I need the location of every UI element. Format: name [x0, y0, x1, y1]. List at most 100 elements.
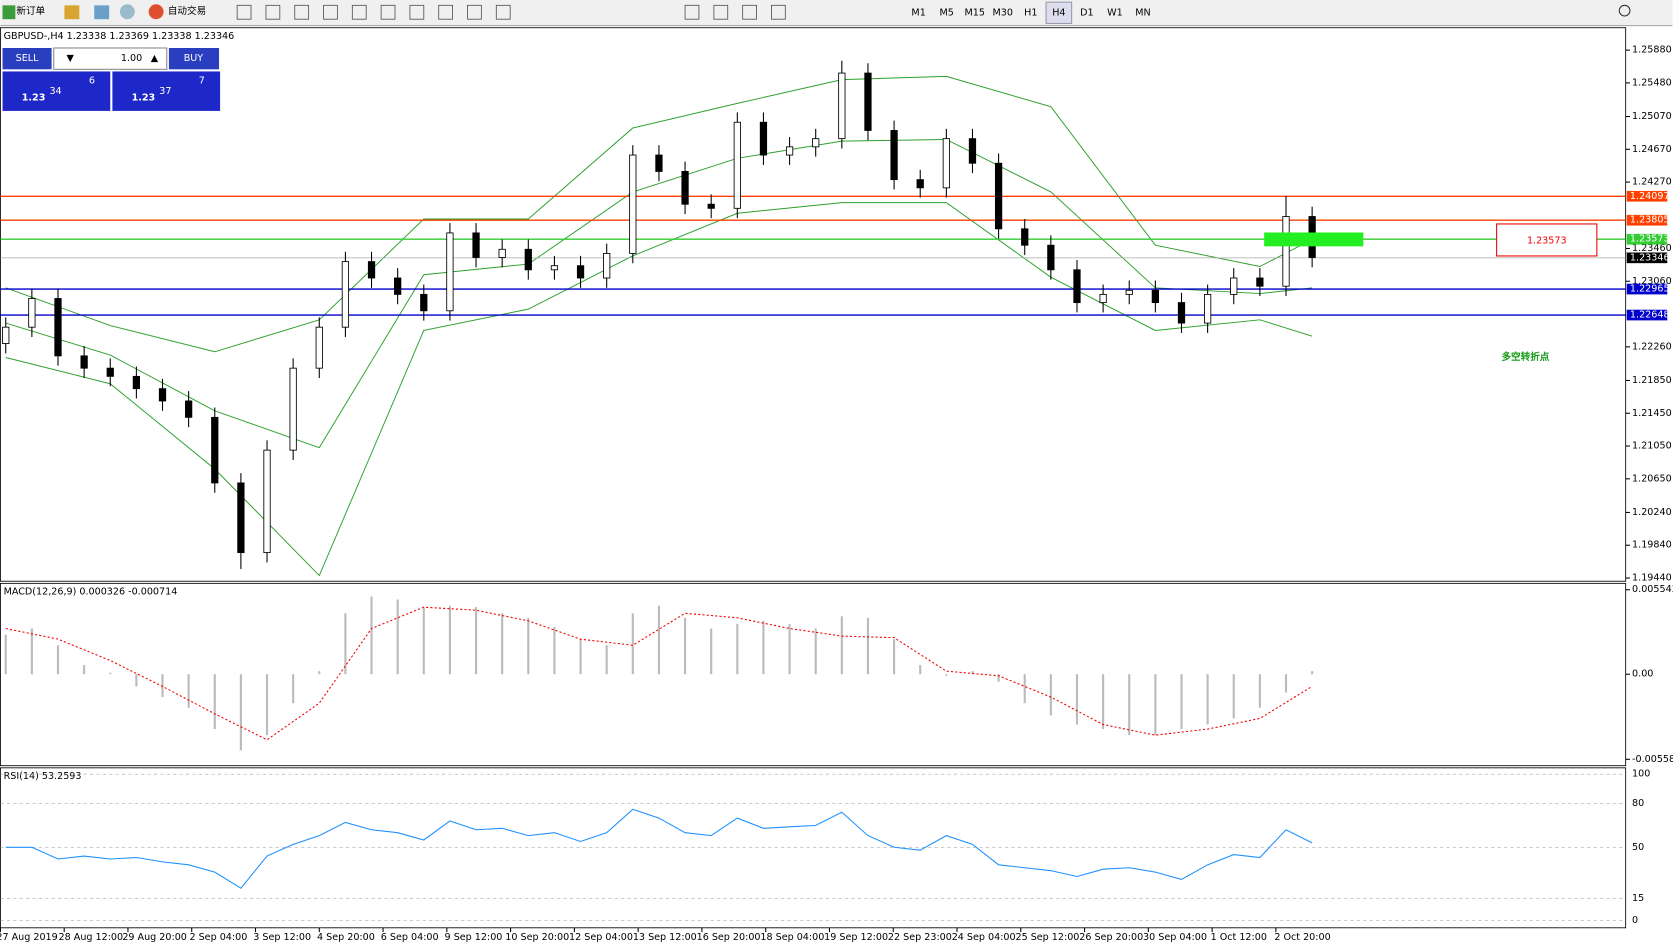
candle-body	[211, 416, 219, 484]
x-tick-label: 19 Sep 12:00	[824, 932, 888, 943]
x-tick-label: 26 Sep 20:00	[1079, 932, 1143, 943]
candle-body	[576, 265, 585, 279]
candle-body	[263, 449, 271, 554]
y-tick-label: -0.005583	[1632, 754, 1673, 765]
price-label-box	[1626, 233, 1668, 245]
candle-body	[733, 121, 741, 209]
tool-icon[interactable]	[351, 4, 367, 20]
tool-icon[interactable]	[742, 4, 757, 20]
buy-label[interactable]: BUY	[184, 53, 204, 64]
x-tick-label: 29 Aug 20:00	[122, 932, 187, 943]
y-tick-label: 80	[1632, 798, 1644, 809]
y-tick-label: 1.19840	[1632, 540, 1672, 551]
timeframe-button[interactable]: M5	[939, 7, 953, 18]
candle-body	[890, 130, 898, 181]
tool-icon[interactable]	[684, 4, 700, 20]
timeframe-button[interactable]: H1	[1024, 7, 1037, 18]
bollinger-band	[5, 75, 1313, 353]
tool-icon[interactable]	[294, 4, 310, 20]
macd-plot: 0.005543 0.00 -0.005583	[4, 584, 1673, 765]
chart-tools: M1 M5 M15 M30 H1 H4 D1 W1 MN	[236, 1, 1151, 24]
tool-icon[interactable]	[380, 4, 396, 20]
sell-price-point: 6	[89, 76, 95, 87]
tool-icon[interactable]	[64, 5, 80, 20]
tool-icon[interactable]	[265, 4, 281, 20]
candle-body	[916, 179, 924, 189]
candle-body	[28, 298, 36, 328]
tool-icon[interactable]	[236, 4, 252, 20]
tool-icon[interactable]	[771, 4, 786, 20]
tool-icon[interactable]	[119, 4, 135, 20]
sell-price-big: 1.23	[22, 93, 46, 104]
buy-price-box[interactable]	[112, 71, 221, 111]
tool-icon[interactable]	[467, 4, 482, 20]
buy-price-pips: 37	[159, 86, 171, 97]
tool-icon[interactable]	[438, 4, 454, 20]
price-label: 1.22648	[1630, 310, 1670, 321]
candle-body	[785, 146, 794, 156]
candle-body	[54, 298, 62, 357]
timeframe-button[interactable]: M30	[993, 7, 1013, 18]
new-order-icon[interactable]	[2, 5, 16, 20]
timeframe-button[interactable]: M15	[964, 7, 984, 18]
timeframe-button[interactable]: M1	[911, 7, 925, 18]
candle-body	[446, 232, 454, 312]
price-label: 1.22965	[1630, 284, 1670, 295]
bollinger-band	[5, 202, 1313, 577]
candle-body	[367, 261, 376, 279]
candle-body	[550, 265, 559, 271]
tool-icon[interactable]	[94, 5, 110, 20]
timeframe-button[interactable]: W1	[1107, 7, 1123, 18]
price-label-box	[1626, 283, 1668, 295]
search-glass	[1618, 4, 1631, 17]
auto-trading-button[interactable]: 自动交易	[168, 5, 206, 17]
sell-price-box[interactable]	[2, 71, 111, 111]
candle-body	[1256, 277, 1264, 287]
auto-trading-icon[interactable]	[148, 4, 164, 20]
timeframe-button[interactable]: D1	[1080, 7, 1093, 18]
candle-body	[472, 232, 480, 258]
candle-body	[524, 248, 532, 271]
tool-icon[interactable]	[323, 4, 338, 20]
timeframe-button[interactable]: MN	[1135, 7, 1150, 18]
lots-value[interactable]: 1.00	[121, 53, 142, 64]
y-tick-label: 100	[1632, 769, 1650, 780]
y-tick-label: 0.005543	[1632, 584, 1673, 595]
candle-body	[681, 171, 689, 205]
level-box-text: 1.23573	[1527, 236, 1567, 247]
candle-body	[420, 293, 428, 312]
spin-down[interactable]: ▼	[67, 53, 75, 64]
y-tick-label: 50	[1632, 842, 1644, 853]
tool-icon[interactable]	[713, 4, 729, 20]
candle-body	[864, 72, 872, 131]
new-order-button[interactable]: 新订单	[16, 5, 45, 17]
candle-body	[1073, 269, 1081, 304]
lots-input[interactable]	[53, 47, 168, 70]
candle-body	[942, 138, 950, 189]
candle-body	[237, 482, 245, 554]
sell-button[interactable]	[2, 47, 52, 70]
macd-label: MACD(12,26,9) 0.000326 -0.000714	[4, 586, 178, 597]
y-tick-label: 1.21450	[1632, 408, 1672, 419]
candle-body	[315, 326, 323, 369]
sell-label[interactable]: SELL	[16, 53, 39, 64]
price-label: 1.23805	[1630, 215, 1670, 226]
tool-icon[interactable]	[409, 4, 425, 20]
spin-up[interactable]: ▲	[151, 53, 159, 64]
y-tick-label: 1.25880	[1632, 45, 1672, 56]
candle-body	[1047, 244, 1055, 271]
candle-body	[759, 121, 768, 156]
candle-body	[655, 154, 663, 172]
candle-body	[994, 162, 1003, 230]
x-tick-label: 6 Sep 04:00	[381, 932, 439, 943]
candle-body	[1230, 277, 1238, 295]
price-label-box	[1626, 309, 1668, 321]
annotation: 多空转折点	[1501, 351, 1549, 363]
buy-button[interactable]	[168, 47, 220, 70]
x-tick-label: 25 Sep 12:00	[1015, 932, 1079, 943]
toolbar	[0, 0, 1673, 26]
timeframe-button[interactable]: H4	[1052, 7, 1065, 18]
tool-icon[interactable]	[495, 4, 511, 20]
